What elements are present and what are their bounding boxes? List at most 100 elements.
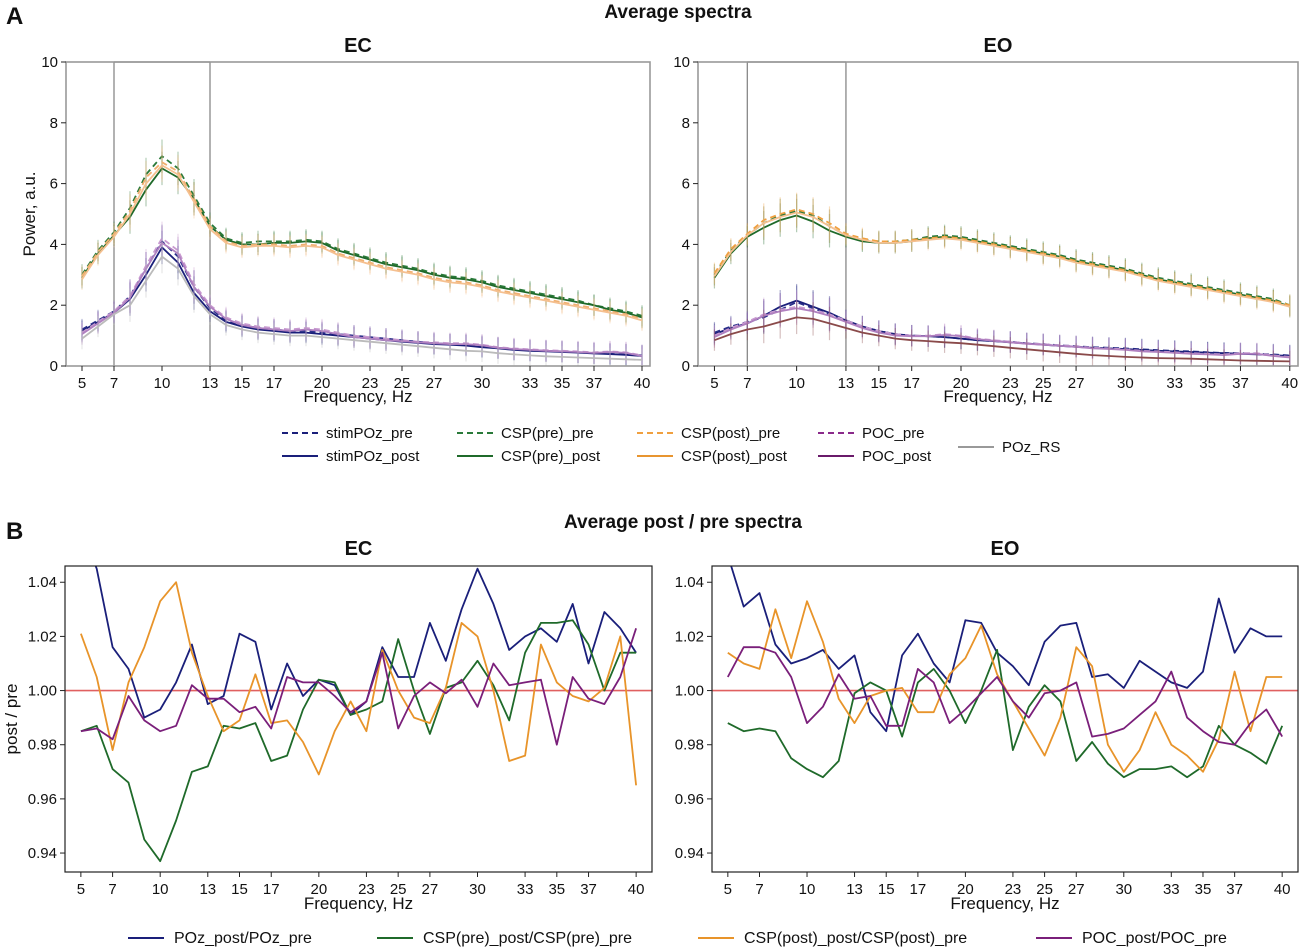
plot-area xyxy=(698,62,1298,366)
y-axis-title: Power, a.u. xyxy=(20,171,39,256)
y-tick-label: 0.96 xyxy=(675,791,704,808)
panel-a-letter: A xyxy=(6,3,23,30)
x-tick-label: 5 xyxy=(77,881,85,898)
series-line-poc-pre xyxy=(714,305,1290,358)
x-tick-label: 40 xyxy=(1274,881,1291,898)
series-group xyxy=(727,566,1284,779)
chart-b-ec: EC 5 7 10 13 15 17 20 23 25 27 30 33 35 37 40 0.94 0.96 0.… xyxy=(2,538,653,913)
y-tick-label: 0.96 xyxy=(28,791,57,808)
legend-panel-b: POz_post/POz_pre CSP(pre)_post/CSP(pre)_p… xyxy=(128,930,1227,947)
legend-label: CSP(post)_pre xyxy=(681,425,780,442)
y-tick-label: 1.04 xyxy=(675,574,704,591)
x-tick-label: 37 xyxy=(1226,881,1243,898)
x-tick-label: 13 xyxy=(838,375,855,392)
chart-title: EC xyxy=(344,35,372,57)
x-tick-label: 33 xyxy=(517,881,534,898)
x-tick-label: 27 xyxy=(1068,881,1085,898)
series-line-poz-post-poz-pre xyxy=(730,566,1283,733)
series-line-csp-post-pre xyxy=(81,161,643,320)
y-tick-label: 1.00 xyxy=(675,683,704,700)
chart-title: EO xyxy=(984,35,1013,57)
x-tick-label: 13 xyxy=(202,375,219,392)
legend-label: POz_post/POz_pre xyxy=(174,930,312,947)
x-tick-label: 7 xyxy=(755,881,763,898)
series-line-csp-pre-post xyxy=(81,167,643,319)
x-tick-label: 23 xyxy=(1005,881,1022,898)
legend-panel-a: stimPOz_pre stimPOz_post CSP(pre)_pre CSP(p… xyxy=(282,425,1060,465)
legend-label: POC_pre xyxy=(862,425,925,442)
x-tick-label: 15 xyxy=(231,881,248,898)
y-tick-label: 0.98 xyxy=(28,737,57,754)
series-line-poc-post-poc-pre xyxy=(727,646,1283,746)
y-tick-label: 0.94 xyxy=(675,845,704,862)
panel-b-title: Average post / pre spectra xyxy=(564,512,802,533)
chart-title: EO xyxy=(991,538,1020,560)
x-tick-label: 20 xyxy=(314,375,331,392)
x-tick-label: 35 xyxy=(1195,881,1212,898)
x-tick-label: 23 xyxy=(1002,375,1019,392)
y-tick-label: 10 xyxy=(673,54,690,71)
x-tick-label: 7 xyxy=(108,881,116,898)
y-tick-label: 8 xyxy=(682,115,690,132)
x-tick-label: 30 xyxy=(1117,375,1134,392)
x-axis-title: Frequency, Hz xyxy=(303,387,412,406)
y-axis-title: post / pre xyxy=(2,684,21,755)
legend-label: CSP(post)_post/CSP(post)_pre xyxy=(744,930,967,947)
y-tick-label: 1.02 xyxy=(675,628,704,645)
legend-label: POC_post xyxy=(862,448,932,465)
series-group xyxy=(80,566,637,863)
x-tick-label: 5 xyxy=(78,375,86,392)
x-tick-label: 30 xyxy=(474,375,491,392)
y-tick-label: 2 xyxy=(50,297,58,314)
series-line-csp-post-pre xyxy=(713,208,1291,307)
x-tick-label: 33 xyxy=(522,375,539,392)
series-line-csp-post-post-csp-post-pre xyxy=(80,581,637,786)
chart-title: EC xyxy=(345,538,373,560)
x-tick-label: 30 xyxy=(1115,881,1132,898)
x-tick-label: 10 xyxy=(799,881,816,898)
legend-label: stimPOz_pre xyxy=(326,425,413,442)
x-tick-label: 20 xyxy=(310,881,327,898)
x-tick-label: 37 xyxy=(586,375,603,392)
x-tick-label: 40 xyxy=(634,375,651,392)
y-tick-label: 6 xyxy=(682,176,690,193)
plot-frame xyxy=(64,565,653,873)
x-tick-label: 17 xyxy=(903,375,920,392)
x-tick-label: 7 xyxy=(110,375,118,392)
y-tick-label: 1.00 xyxy=(28,683,57,700)
x-tick-label: 17 xyxy=(263,881,280,898)
x-axis-title: Frequency, Hz xyxy=(304,894,413,913)
x-tick-label: 37 xyxy=(580,881,597,898)
y-tick-label: 2 xyxy=(682,297,690,314)
plot-area xyxy=(712,566,1298,872)
series-group xyxy=(81,139,643,366)
series-group xyxy=(713,192,1291,366)
chart-b-eo: EO 5 7 10 13 15 17 20 23 25 27 30 33 35 37 40 0.94 0.96 0.… xyxy=(675,538,1299,913)
y-tick-label: 0 xyxy=(682,358,690,375)
y-tick-label: 4 xyxy=(50,236,58,253)
x-tick-label: 35 xyxy=(548,881,565,898)
chart-a-ec: EC 5 7 10 13 15 17 20 23 25 27 30 33 35 37 40 0 2 4 6 8 10 Fre… xyxy=(20,35,651,406)
legend-label: POz_RS xyxy=(1002,439,1060,456)
series-line-csp-pre-post-csp-pre-pre xyxy=(80,619,637,863)
x-tick-label: 40 xyxy=(1281,375,1298,392)
y-tick-label: 0.94 xyxy=(28,845,57,862)
plot-frame xyxy=(711,565,1299,873)
x-tick-label: 23 xyxy=(358,881,375,898)
y-tick-label: 1.02 xyxy=(28,628,57,645)
series-line-csp-post-post xyxy=(81,164,643,322)
y-tick-label: 6 xyxy=(50,176,58,193)
x-tick-label: 15 xyxy=(878,881,895,898)
series-line-csp-post-post xyxy=(713,211,1291,308)
legend-label: CSP(pre)_pre xyxy=(501,425,594,442)
x-tick-label: 13 xyxy=(199,881,216,898)
x-tick-label: 25 xyxy=(1036,881,1053,898)
series-line-stimpoz-pre xyxy=(81,240,643,357)
series-line-poz-rs xyxy=(81,255,643,361)
x-tick-label: 13 xyxy=(846,881,863,898)
x-tick-label: 20 xyxy=(953,375,970,392)
series-line-poz-post-poz-pre xyxy=(94,566,637,719)
legend-label: POC_post/POC_pre xyxy=(1082,930,1227,947)
series-line-poc-post-poc-pre xyxy=(80,628,637,746)
x-tick-label: 25 xyxy=(394,375,411,392)
